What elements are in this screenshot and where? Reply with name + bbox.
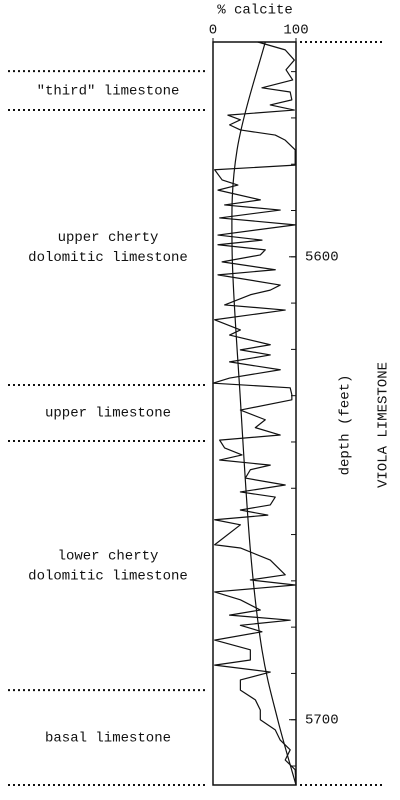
formation-label: VIOLA LIMESTONE [376, 362, 392, 488]
y-tick-label: 5600 [305, 250, 339, 266]
y-tick-label: 5700 [305, 712, 339, 728]
zone-label: dolomitic limestone [28, 250, 188, 266]
zone-label: basal limestone [45, 730, 171, 746]
zone-label: "third" limestone [37, 83, 180, 99]
zone-label: dolomitic limestone [28, 568, 188, 584]
zone-label: upper limestone [45, 406, 171, 422]
x-tick-label: 0 [209, 23, 217, 39]
trend-curve [231, 41, 297, 786]
plot-frame [212, 41, 297, 786]
y-axis-title: depth (feet) [338, 375, 354, 476]
x-axis-title: % calcite [217, 3, 293, 19]
zone-label: lower cherty [58, 548, 159, 564]
calcite-curve [212, 41, 297, 786]
zone-label: upper cherty [58, 230, 159, 246]
x-tick-label: 100 [283, 23, 308, 39]
